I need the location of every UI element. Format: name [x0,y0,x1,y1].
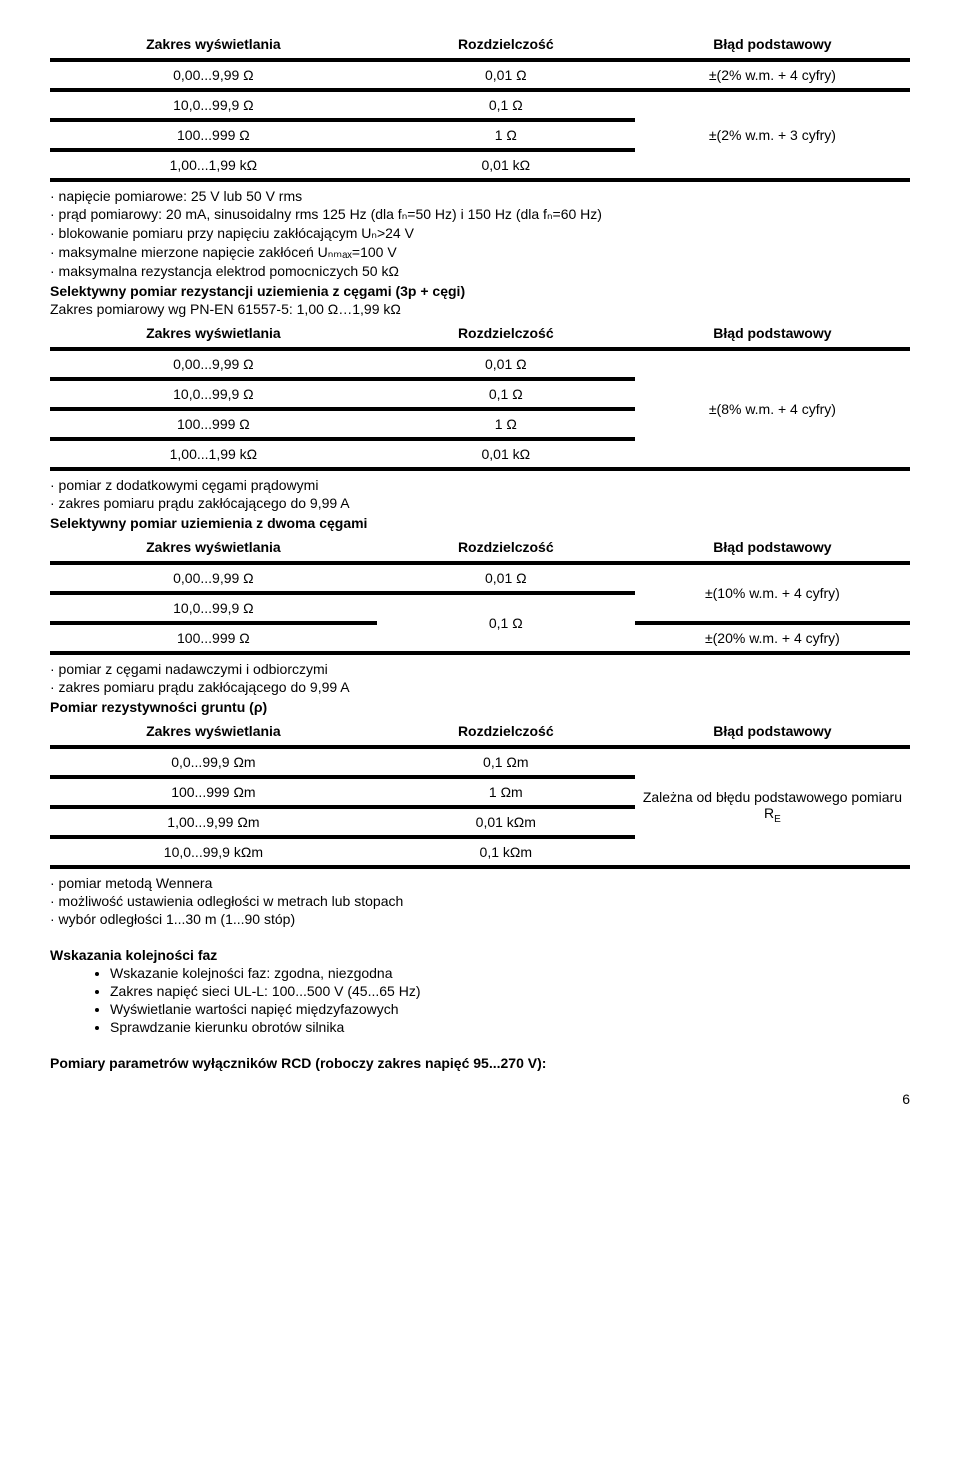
subscript: E [774,814,781,825]
th: Rozdzielczość [377,319,635,351]
note: · zakres pomiaru prądu zakłócającego do … [50,679,910,695]
cell: 0,1 Ω [377,381,635,411]
cell: 0,01 Ω [377,565,635,595]
cell: 100...999 Ωm [50,779,377,809]
cell: 0,01 kΩ [377,441,635,471]
cell: 100...999 Ω [50,411,377,441]
cell: 0,1 Ω [377,92,635,122]
th: Zakres wyświetlania [50,533,377,565]
note: Zakres pomiarowy wg PN-EN 61557-5: 1,00 … [50,301,910,317]
cell: 1,00...1,99 kΩ [50,152,377,182]
cell: 10,0...99,9 kΩm [50,839,377,869]
note: · prąd pomiarowy: 20 mA, sinusoidalny rm… [50,206,910,223]
note: · pomiar z dodatkowymi cęgami prądowymi [50,477,910,493]
note: · możliwość ustawienia odległości w metr… [50,893,910,909]
cell-text: Zależna od błędu podstawowego pomiaru R [643,789,902,821]
cell: 0,00...9,99 Ω [50,351,377,381]
th: Zakres wyświetlania [50,30,377,62]
table-1: Zakres wyświetlania Rozdzielczość Błąd p… [50,30,910,182]
list-item: Wskazanie kolejności faz: zgodna, niezgo… [110,965,910,981]
cell: ±(8% w.m. + 4 cyfry) [635,351,910,471]
section-title: Selektywny pomiar rezystancji uziemienia… [50,283,910,299]
cell: 10,0...99,9 Ω [50,595,377,625]
cell: 1 Ω [377,122,635,152]
cell: 0,1 Ω [377,595,635,655]
note: · pomiar z cęgami nadawczymi i odbiorczy… [50,661,910,677]
cell: ±(10% w.m. + 4 cyfry) [635,565,910,625]
table-2: Zakres wyświetlania Rozdzielczość Błąd p… [50,319,910,471]
table-4: Zakres wyświetlania Rozdzielczość Błąd p… [50,717,910,869]
section-title: Wskazania kolejności faz [50,947,910,963]
cell: 0,01 Ω [377,351,635,381]
cell: 1 Ωm [377,779,635,809]
th: Rozdzielczość [377,533,635,565]
cell: 0,00...9,99 Ω [50,62,377,92]
cell: 1,00...9,99 Ωm [50,809,377,839]
th: Zakres wyświetlania [50,717,377,749]
cell: 0,01 Ω [377,62,635,92]
cell: 1,00...1,99 kΩ [50,441,377,471]
note: · zakres pomiaru prądu zakłócającego do … [50,495,910,511]
note: · wybór odległości 1...30 m (1...90 stóp… [50,911,910,927]
page-number: 6 [50,1091,910,1107]
list-item: Zakres napięć sieci UL-L: 100...500 V (4… [110,983,910,999]
note: · maksymalne mierzone napięcie zakłóceń … [50,244,910,261]
th: Rozdzielczość [377,30,635,62]
cell: 0,1 Ωm [377,749,635,779]
cell: ±(20% w.m. + 4 cyfry) [635,625,910,655]
th: Rozdzielczość [377,717,635,749]
cell: 0,00...9,99 Ω [50,565,377,595]
cell: 100...999 Ω [50,122,377,152]
th: Zakres wyświetlania [50,319,377,351]
cell: ±(2% w.m. + 4 cyfry) [635,62,910,92]
cell: 10,0...99,9 Ω [50,381,377,411]
table-3: Zakres wyświetlania Rozdzielczość Błąd p… [50,533,910,655]
cell: 10,0...99,9 Ω [50,92,377,122]
note: · pomiar metodą Wennera [50,875,910,891]
section-title: Pomiary parametrów wyłączników RCD (robo… [50,1055,910,1071]
cell: ±(2% w.m. + 3 cyfry) [635,92,910,182]
cell: 100...999 Ω [50,625,377,655]
cell: 1 Ω [377,411,635,441]
th: Błąd podstawowy [635,533,910,565]
cell: 0,01 kΩm [377,809,635,839]
cell: 0,1 kΩm [377,839,635,869]
cell: Zależna od błędu podstawowego pomiaru RE [635,749,910,869]
note: · blokowanie pomiaru przy napięciu zakłó… [50,225,910,242]
note: · napięcie pomiarowe: 25 V lub 50 V rms [50,188,910,204]
bullet-list: Wskazanie kolejności faz: zgodna, niezgo… [50,965,910,1035]
th: Błąd podstawowy [635,30,910,62]
note: · maksymalna rezystancja elektrod pomocn… [50,263,910,279]
th: Błąd podstawowy [635,717,910,749]
th: Błąd podstawowy [635,319,910,351]
section-title: Selektywny pomiar uziemienia z dwoma cęg… [50,515,910,531]
cell: 0,0...99,9 Ωm [50,749,377,779]
list-item: Wyświetlanie wartości napięć międzyfazow… [110,1001,910,1017]
section-title: Pomiar rezystywności gruntu (ρ) [50,699,910,715]
cell: 0,01 kΩ [377,152,635,182]
list-item: Sprawdzanie kierunku obrotów silnika [110,1019,910,1035]
